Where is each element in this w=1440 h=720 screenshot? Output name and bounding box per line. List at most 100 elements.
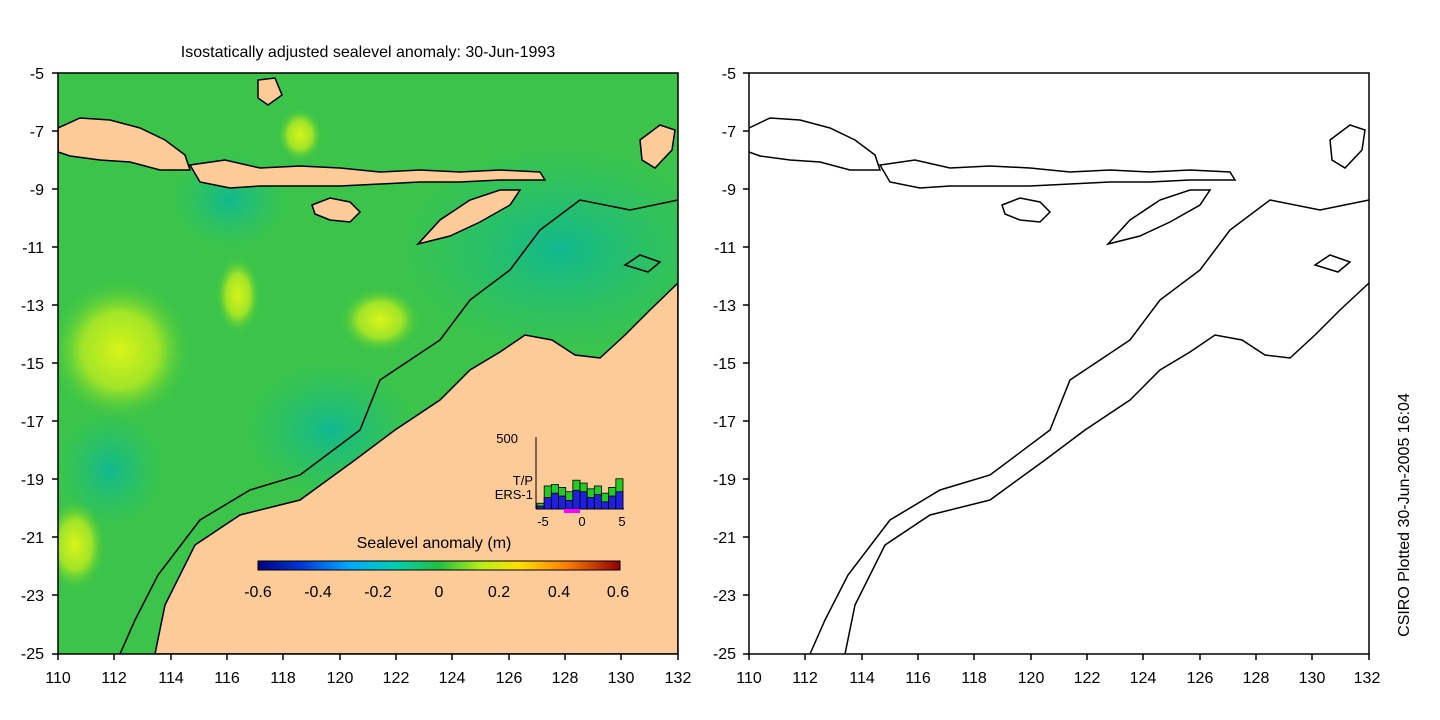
inset-x-tick: 5: [618, 514, 625, 529]
inset-bar-ers: [601, 501, 610, 510]
left-y-axis: -5 -7 -9 -11 -13 -15 -17 -19 -21 -23 -25: [21, 66, 44, 663]
colorbar-tick: -0.2: [364, 584, 392, 601]
y-tick-label: -21: [713, 530, 736, 547]
negative-anomaly-zone: [390, 140, 678, 360]
inset-bar-ers: [558, 495, 567, 510]
coastline-java: [748, 117, 882, 171]
positive-anomaly-zone: [58, 280, 190, 420]
y-tick-label: -19: [713, 472, 736, 489]
x-tick-label: 126: [496, 670, 523, 687]
inset-bar-ers: [550, 492, 559, 510]
y-tick-label: -23: [21, 588, 44, 605]
inset-bar-ers: [608, 495, 617, 510]
right-map-plot: [748, 72, 1370, 655]
y-tick-label: -15: [21, 356, 44, 373]
positive-anomaly-zone: [58, 500, 105, 590]
y-tick-label: -7: [722, 124, 736, 141]
positive-anomaly-zone: [340, 288, 420, 352]
y-tick-label: -15: [713, 356, 736, 373]
inset-x-ticks: -5 0 5: [537, 514, 625, 529]
land-lesser-sunda: [188, 159, 547, 189]
x-tick-label: 120: [1018, 670, 1045, 687]
coastline-island: [1329, 124, 1366, 169]
inset-y-label: 500: [496, 431, 518, 446]
x-tick-label: 116: [905, 670, 931, 687]
negative-anomaly-zone: [58, 410, 165, 530]
left-y-ticks: [52, 72, 58, 655]
left-x-ticks: [57, 654, 679, 660]
right-x-axis: 110 112 114 116 118 120 122 124 126 128 …: [736, 670, 1380, 687]
x-tick-label: 126: [1187, 670, 1214, 687]
left-x-axis: 110 112 114 116 118 120 122 124 126 128 …: [45, 670, 691, 687]
x-tick-label: 128: [1243, 670, 1270, 687]
y-tick-label: -11: [714, 240, 736, 257]
left-map-title: Isostatically adjusted sealevel anomaly:…: [181, 44, 556, 61]
y-tick-label: -5: [722, 66, 736, 83]
positive-anomaly-zone: [216, 257, 260, 333]
x-tick-label: 128: [552, 670, 579, 687]
right-x-ticks: [748, 654, 1370, 660]
coastline-lesser-sunda: [878, 159, 1237, 189]
y-tick-label: -19: [21, 472, 44, 489]
inset-bar-ers: [572, 489, 581, 510]
x-tick-label: 118: [961, 670, 987, 687]
shelf-contour: [623, 254, 662, 273]
y-tick-label: -9: [722, 182, 736, 199]
x-tick-label: 120: [327, 670, 354, 687]
inset-histogram: 500 T/P ERS-1 -5 0 5: [495, 431, 626, 529]
shelf-contour: [119, 199, 678, 654]
inset-bar-ers: [543, 497, 552, 510]
inset-bar-ers: [593, 494, 602, 510]
y-tick-label: -13: [21, 298, 44, 315]
x-tick-label: 122: [383, 670, 410, 687]
x-tick-label: 124: [1130, 670, 1157, 687]
x-tick-label: 110: [45, 670, 71, 687]
colorbar-tick: 0.6: [607, 584, 629, 601]
y-tick-label: -11: [22, 240, 44, 257]
inset-x-tick: -5: [537, 514, 549, 529]
legend-ers: ERS-1: [495, 487, 533, 502]
x-tick-label: 112: [792, 670, 818, 687]
inset-bar-ers: [565, 499, 574, 510]
inset-bars: [536, 478, 624, 510]
land-small-island: [257, 77, 283, 106]
legend-tp: T/P: [513, 473, 533, 488]
left-map-plot: [58, 73, 678, 654]
coastline-australia: [844, 282, 1370, 655]
y-tick-label: -5: [30, 66, 44, 83]
right-map-frame: [748, 72, 1370, 655]
colorbar-tick: 0.4: [548, 584, 570, 601]
land-timor: [415, 189, 522, 246]
coastline-sumba: [1001, 197, 1052, 223]
y-tick-label: -17: [21, 414, 44, 431]
inset-bar-ers: [586, 497, 595, 510]
credit-text: CSIRO Plotted 30-Jun-2005 16:04: [1396, 393, 1413, 637]
inset-x-tick: 0: [578, 514, 585, 529]
colorbar-tick: -0.6: [244, 584, 272, 601]
x-tick-label: 118: [270, 670, 296, 687]
x-tick-label: 130: [1299, 670, 1326, 687]
right-y-ticks: [743, 72, 749, 655]
x-tick-label: 130: [608, 670, 635, 687]
land-sumba: [311, 197, 362, 223]
y-tick-label: -23: [713, 588, 736, 605]
y-tick-label: -21: [21, 530, 44, 547]
colorbar-label: Sealevel anomaly (m): [357, 535, 512, 552]
shelf-contour: [1313, 254, 1352, 273]
x-tick-label: 132: [665, 670, 692, 687]
colorbar: Sealevel anomaly (m) -0.6 -0.4 -0.2 0 0.…: [244, 535, 629, 601]
colorbar-ticks: -0.6 -0.4 -0.2 0 0.2 0.4 0.6: [244, 584, 629, 601]
x-tick-label: 124: [439, 670, 466, 687]
y-tick-label: -9: [30, 182, 44, 199]
colorbar-gradient: [257, 560, 621, 571]
right-y-axis: -5 -7 -9 -11 -13 -15 -17 -19 -21 -23 -25: [713, 66, 736, 663]
colorbar-tick: -0.4: [304, 584, 332, 601]
x-tick-label: 132: [1354, 670, 1381, 687]
positive-anomaly-zone: [278, 109, 322, 161]
x-tick-label: 116: [214, 670, 240, 687]
coastline-timor: [1105, 189, 1212, 246]
colorbar-tick: 0.2: [488, 584, 510, 601]
land-small-island: [639, 124, 676, 169]
x-tick-label: 110: [736, 670, 762, 687]
x-tick-label: 122: [1074, 670, 1101, 687]
